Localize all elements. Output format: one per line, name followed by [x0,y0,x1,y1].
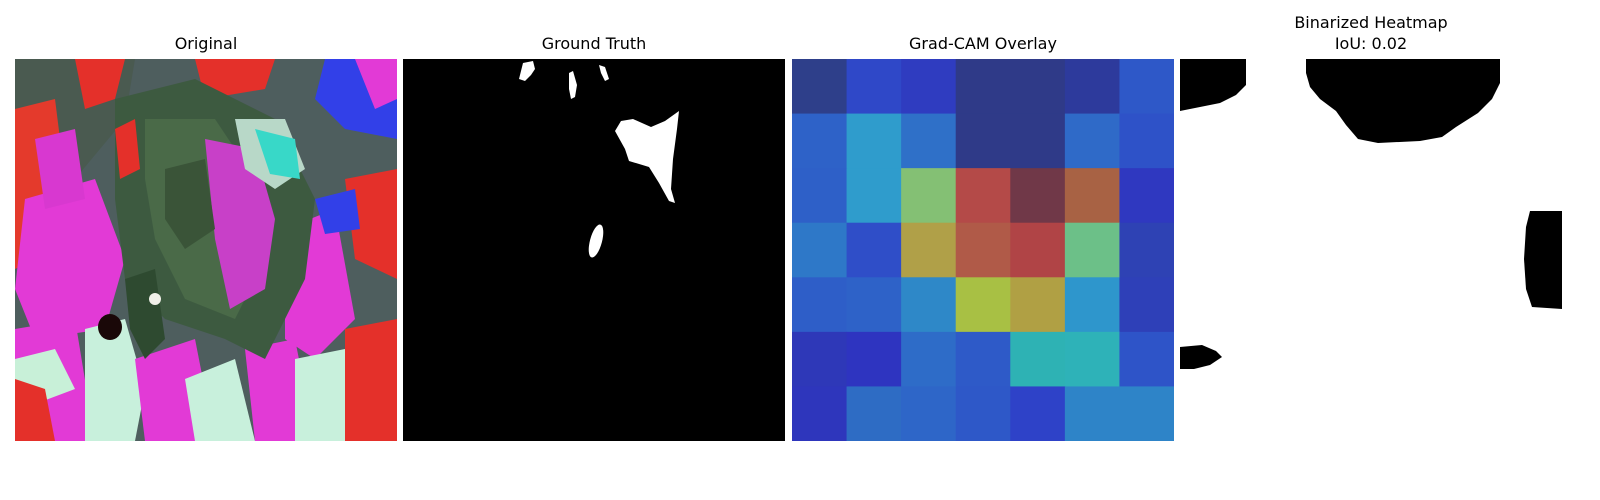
binarized-heatmap [1180,59,1562,441]
panel-title-original: Original [174,34,238,53]
heatmap-cell [955,331,1011,388]
heatmap-cell [1064,222,1121,278]
gradcam-overlay [792,59,1174,441]
heatmap-cell [1010,168,1066,224]
heatmap-cell [901,331,957,388]
heatmap-cell [1119,277,1174,333]
heatmap-cell [846,386,902,441]
original-image [15,59,397,441]
heatmap-cell [901,386,957,441]
heatmap-cell [1010,331,1066,388]
heatmap-cell [846,113,902,169]
heatmap-cell [1119,222,1174,278]
heatmap-cell [901,168,957,224]
panel-title-ground-truth: Ground Truth [541,34,647,53]
heatmap-cell [901,59,957,115]
heatmap-cell [846,168,902,224]
heatmap-cell [901,113,957,169]
heatmap-cell [1064,168,1121,224]
heatmap-cell [901,277,957,333]
heatmap-cell [1064,59,1121,115]
heatmap-cell [846,59,902,115]
heatmap-cell [1119,331,1174,388]
ground-truth-mask [403,59,785,441]
heatmap-cell [955,59,1011,115]
heatmap-cell [1119,168,1174,224]
heatmap-cell [955,277,1011,333]
heatmap-cell [792,277,848,333]
heatmap-cell [1010,113,1066,169]
heatmap-cell [1064,386,1121,441]
heatmap-cell [901,222,957,278]
heatmap-cell [1119,113,1174,169]
heatmap-cell [955,168,1011,224]
heatmap-cell [1064,113,1121,169]
heatmap-cell [846,331,902,388]
heatmap-cell [1010,277,1066,333]
iou-label: IoU: 0.02 [1334,34,1408,53]
heatmap-cell [792,386,848,441]
heatmap-cell [792,222,848,278]
panel-title-gradcam: Grad-CAM Overlay [909,34,1057,53]
heatmap-cell [846,222,902,278]
heatmap-cell [1010,386,1066,441]
heatmap-cell [792,59,848,115]
heatmap-cell [955,113,1011,169]
heatmap-cell [1064,331,1121,388]
heatmap-cell [955,222,1011,278]
heatmap-cell [1010,222,1066,278]
heatmap-cell [1010,59,1066,115]
heatmap-cell [1064,277,1121,333]
heatmap-cell [792,168,848,224]
heatmap-cell [846,277,902,333]
heatmap-cell [955,386,1011,441]
heatmap-cell [792,113,848,169]
heatmap-cell [792,331,848,388]
heatmap-cell [1119,386,1174,441]
heatmap-cell [1119,59,1174,115]
panel-title-binarized: Binarized Heatmap [1294,13,1448,32]
